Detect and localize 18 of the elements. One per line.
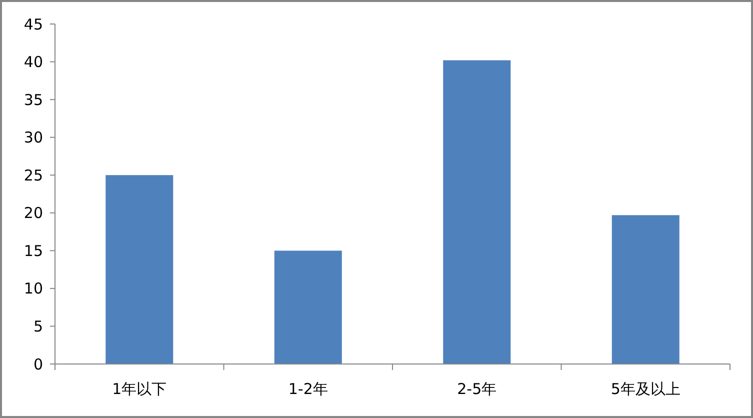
bar [274,250,342,364]
y-tick-label: 20 [24,204,43,222]
y-tick-label: 35 [24,90,43,109]
y-tick-label: 45 [24,15,43,34]
y-tick-label: 40 [24,53,43,72]
x-tick-label: 2-5年 [457,380,497,398]
y-tick-label: 5 [33,317,43,336]
x-tick-label: 1-2年 [288,380,328,398]
x-tick-label: 5年及以上 [610,380,680,398]
y-tick-label: 15 [24,242,43,260]
bar [106,175,174,364]
y-tick-label: 0 [33,355,43,374]
y-tick-label: 25 [24,166,43,184]
y-tick-label: 10 [24,280,43,298]
y-tick-label: 30 [24,128,43,147]
x-tick-label: 1年以下 [112,380,167,398]
bar [612,215,680,364]
bar [443,60,511,364]
